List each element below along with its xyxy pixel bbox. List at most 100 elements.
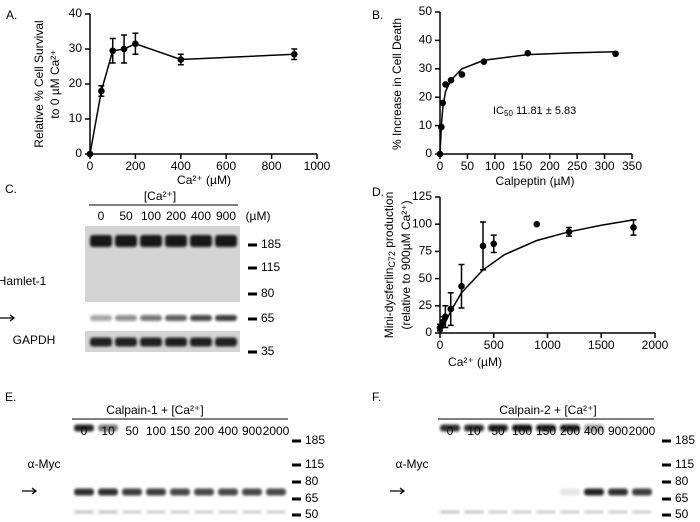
data-point <box>442 81 449 88</box>
band <box>190 337 212 347</box>
marker-label: 115 <box>675 457 694 471</box>
lane-label: 50 <box>125 424 139 438</box>
unit-label: (µM) <box>246 209 271 223</box>
y-axis-label: Relative % Cell Survival <box>32 20 46 147</box>
band <box>115 315 137 321</box>
x-tick-label: 200 <box>540 159 560 173</box>
marker-label: 185 <box>261 237 281 251</box>
band <box>440 424 460 432</box>
band <box>194 510 214 514</box>
band <box>170 510 190 514</box>
y-tick-label: 100 <box>412 216 432 230</box>
band <box>74 488 94 496</box>
y-tick-label: 20 <box>419 89 433 103</box>
marker-label: 115 <box>305 457 324 471</box>
band <box>464 424 484 432</box>
band <box>98 510 118 514</box>
x-tick-label: 1000 <box>534 338 561 352</box>
band <box>98 488 118 496</box>
band <box>194 488 214 496</box>
band <box>440 510 460 514</box>
band <box>122 488 142 496</box>
marker-label: 80 <box>305 474 319 488</box>
band <box>584 488 604 496</box>
y-axis-label: % Increase in Cell Death <box>390 18 404 150</box>
band <box>560 510 580 514</box>
arrow <box>390 487 406 495</box>
blot-label: α-Myc <box>28 457 61 471</box>
band <box>140 337 162 347</box>
y-tick-label: 125 <box>412 189 432 203</box>
data-point <box>120 45 128 53</box>
lane-label: 100 <box>141 209 161 223</box>
band <box>536 510 556 514</box>
band <box>215 315 237 321</box>
band <box>242 488 262 496</box>
band <box>536 424 556 432</box>
band <box>146 488 166 496</box>
band <box>146 510 166 514</box>
lane-label: 50 <box>119 209 133 223</box>
x-tick-label: 600 <box>216 159 236 173</box>
panel-label: F. <box>372 390 381 404</box>
band <box>215 337 237 347</box>
band <box>165 337 187 347</box>
y-tick-label: 0 <box>425 146 432 160</box>
band <box>560 488 580 496</box>
blot-label: Hamlet-1 <box>0 274 47 288</box>
marker-label: 185 <box>305 433 325 447</box>
data-point <box>533 220 541 228</box>
band <box>488 424 508 432</box>
y-tick-label: 0 <box>75 146 82 160</box>
axis-line <box>439 197 655 334</box>
x-axis-label: Calpeptin (µM) <box>496 174 575 188</box>
x-tick-label: 1000 <box>304 159 331 173</box>
membrane <box>85 331 240 352</box>
axis-line <box>439 12 632 155</box>
band <box>242 510 262 514</box>
y-axis-label-part: Mini-dysferlin <box>382 268 396 339</box>
blot-header: [Ca²⁺] <box>144 189 176 203</box>
x-tick-label: 1500 <box>588 338 615 352</box>
x-tick-label: 400 <box>171 159 191 173</box>
band <box>464 510 484 514</box>
band <box>115 235 137 247</box>
band <box>584 424 604 432</box>
data-point <box>109 47 116 55</box>
band <box>608 488 628 496</box>
series-line <box>439 51 616 155</box>
arrow <box>0 314 16 322</box>
band <box>190 315 212 321</box>
panel-label: A. <box>6 8 17 22</box>
x-tick-label: 350 <box>622 159 642 173</box>
band <box>74 510 94 514</box>
y-axis-label-part: C72 <box>387 251 397 268</box>
annotation-part: IC <box>493 105 504 117</box>
data-point <box>177 56 185 63</box>
band <box>266 510 286 514</box>
marker-label: 185 <box>675 433 695 447</box>
x-tick-label: 0 <box>437 338 444 352</box>
x-tick-label: 100 <box>485 159 505 173</box>
series-line <box>89 42 295 155</box>
x-tick-label: 200 <box>125 159 145 173</box>
x-tick-label: 0 <box>437 159 444 173</box>
y-tick-label: 30 <box>419 61 433 75</box>
lane-label: 200 <box>166 209 186 223</box>
data-point <box>479 242 487 250</box>
band <box>170 488 190 496</box>
band <box>608 424 628 432</box>
lane-label: 150 <box>170 424 190 438</box>
band <box>122 510 142 514</box>
band <box>90 337 112 347</box>
y-tick-label: 40 <box>419 33 433 47</box>
blot-header: Calpain-1 + [Ca²⁺] <box>106 403 203 417</box>
data-point <box>291 50 298 58</box>
x-tick-label: 0 <box>87 159 94 173</box>
x-tick-label: 2000 <box>642 338 669 352</box>
data-point <box>86 150 94 158</box>
lane-label: 900 <box>242 424 262 438</box>
marker-label: 50 <box>675 507 689 521</box>
y-tick-label: 25 <box>419 298 433 312</box>
blot-header: Calpain-2 + [Ca²⁺] <box>499 403 596 417</box>
